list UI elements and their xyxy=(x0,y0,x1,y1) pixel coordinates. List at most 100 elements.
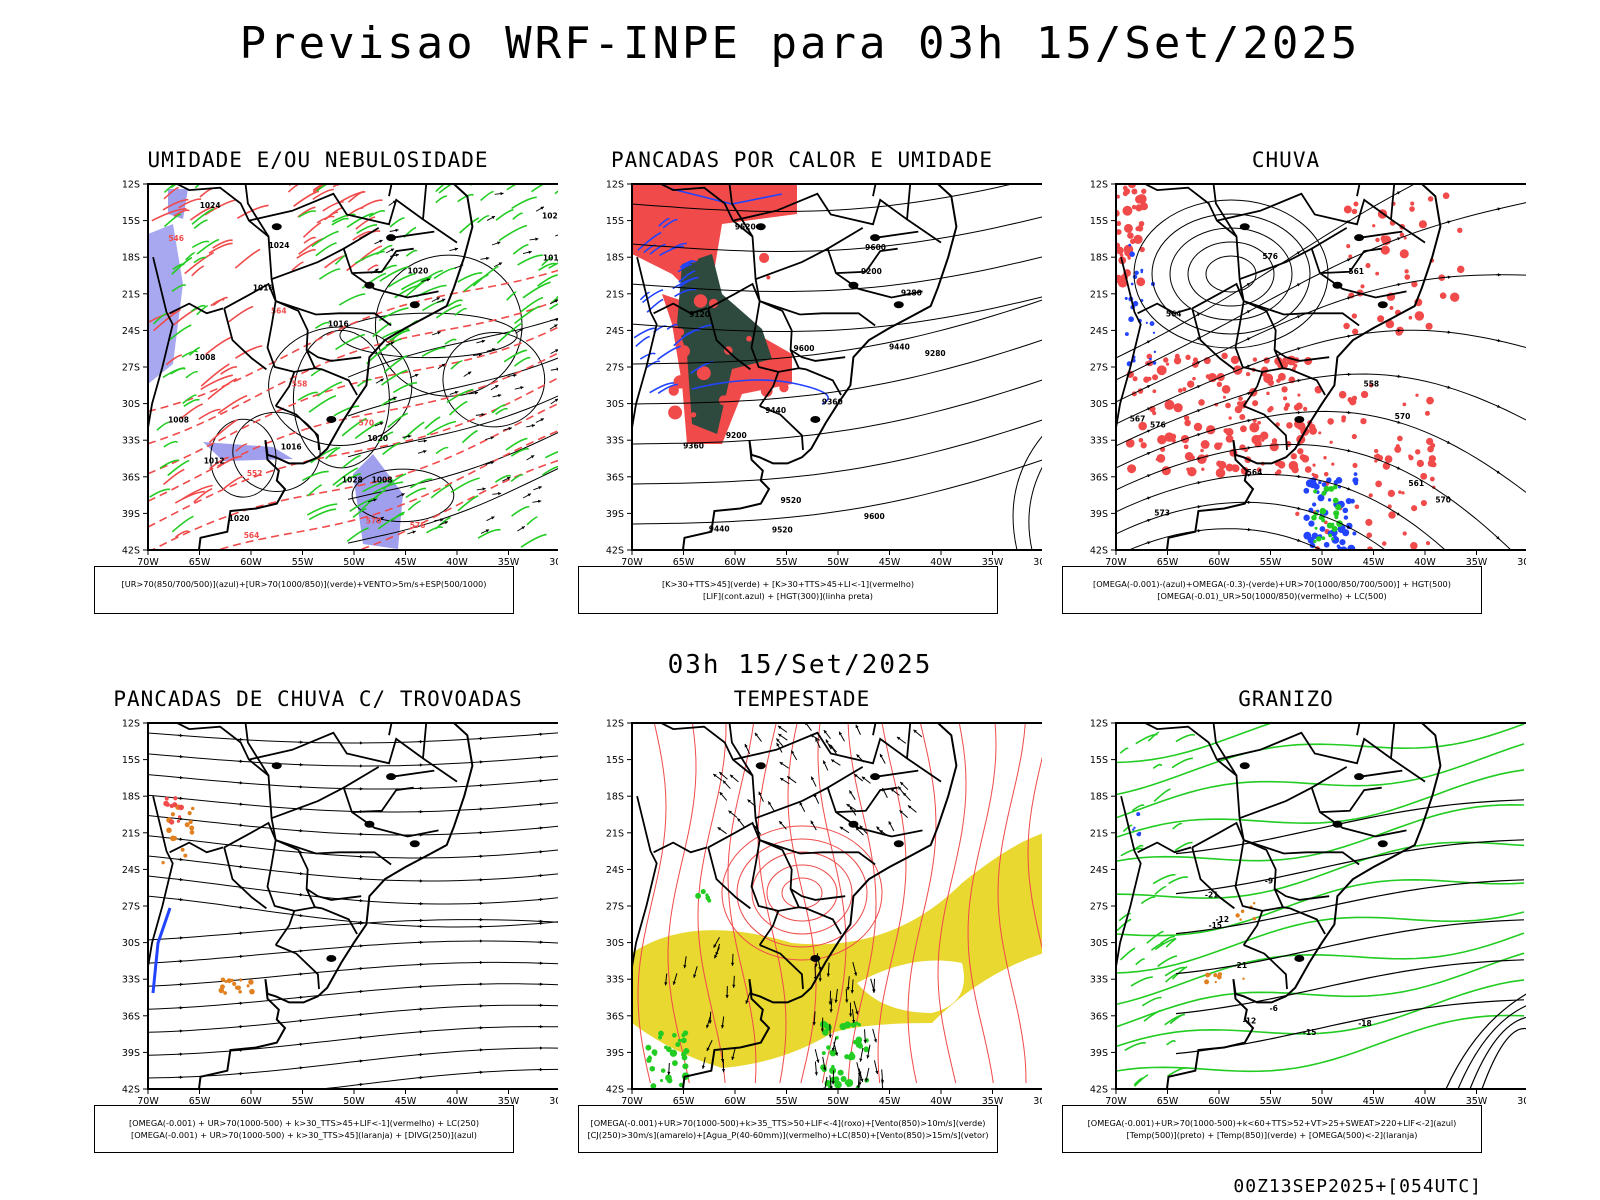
y-tick-label: 33S xyxy=(122,975,140,986)
rain-area xyxy=(1411,505,1418,512)
instability-speckle xyxy=(693,294,708,308)
rain-area xyxy=(1163,357,1169,363)
stream-arrow-head xyxy=(299,829,303,833)
rain-area xyxy=(1239,414,1246,421)
thickness-contour xyxy=(178,198,202,209)
x-tick-label: 65W xyxy=(673,557,695,568)
thickness-contour xyxy=(303,236,317,244)
y-tick-label: 15S xyxy=(606,755,624,766)
contour-label: 9440 xyxy=(889,343,910,352)
stream-arrow-head xyxy=(1297,315,1301,319)
rain-area xyxy=(1426,399,1433,405)
y-tick-label: 15S xyxy=(122,755,140,766)
wind-vector-head xyxy=(527,493,532,497)
humidity-contour xyxy=(457,494,479,512)
border-line xyxy=(728,184,754,237)
humidity-contour xyxy=(168,324,192,341)
stream-arrow-head xyxy=(419,962,423,967)
humidity-contour xyxy=(362,479,394,493)
humidity-contour xyxy=(435,184,446,193)
contour-label: 570 xyxy=(366,516,382,525)
humidity-contour xyxy=(307,484,323,497)
thickness-contour xyxy=(234,345,263,359)
hail-area xyxy=(1133,826,1136,829)
rain-area xyxy=(1225,435,1234,443)
stream-arrow-head xyxy=(1497,273,1501,277)
wind-vector-head xyxy=(779,821,783,825)
temp-850-contour xyxy=(1164,966,1186,977)
rain-area xyxy=(1164,399,1175,410)
stream-arrow-head xyxy=(539,826,543,830)
rain-area xyxy=(1323,456,1327,460)
temp-850-contour xyxy=(1116,743,1525,819)
contour-label: -15 xyxy=(1303,1028,1317,1037)
stream-arrow-head xyxy=(1247,364,1251,368)
border-line xyxy=(798,367,842,396)
streamline xyxy=(1116,473,1446,550)
height-contour xyxy=(632,379,1042,445)
omega-area xyxy=(1313,539,1317,543)
wind-vector-head xyxy=(812,1022,816,1026)
omega-area xyxy=(1213,972,1218,978)
stream-arrow-head xyxy=(1347,258,1351,262)
humidity-contour xyxy=(472,265,499,287)
lake-mark xyxy=(1294,415,1305,423)
x-tick-label: 65W xyxy=(189,557,211,568)
lake-mark xyxy=(810,415,821,423)
wind-vector-head xyxy=(846,804,850,808)
thunderstorm-area xyxy=(189,830,195,835)
stream-arrow-head xyxy=(299,762,303,767)
stream-arrow-head xyxy=(1347,372,1351,377)
x-tick-label: 50W xyxy=(343,557,365,568)
wind-vector-head xyxy=(393,396,397,400)
y-tick-label: 42S xyxy=(606,1085,624,1096)
omega-area xyxy=(1347,544,1356,550)
instability-speckle xyxy=(760,385,773,397)
contour-label: -6 xyxy=(1270,1004,1278,1013)
humidity-contour xyxy=(167,459,190,477)
humidity-contour xyxy=(495,407,509,415)
stream-arrow-head xyxy=(1446,440,1451,444)
wind-vector-head xyxy=(414,373,419,378)
stream-arrow-head xyxy=(299,1066,303,1070)
x-tick-label: 55W xyxy=(1260,557,1282,568)
wind-vector-head xyxy=(538,486,542,490)
omega-area xyxy=(1145,321,1148,324)
streamline xyxy=(1116,274,1526,403)
wind-vector-head xyxy=(721,1069,726,1073)
stream-arrow-head xyxy=(479,807,483,811)
map-tempestade: 12S 15S 18S 21S 24S 27S 30S 33S 36S 39S 42S 70W 65W 6… xyxy=(582,713,1042,1123)
wind-area xyxy=(852,1039,858,1045)
border-line xyxy=(759,944,804,990)
border-line xyxy=(759,405,804,451)
temp-850-contour xyxy=(1118,912,1132,922)
rain-area xyxy=(1263,373,1273,383)
y-tick-label: 30S xyxy=(1090,399,1108,410)
stream-arrow-head xyxy=(539,919,543,923)
wind-vector-head xyxy=(664,982,668,986)
rain-area xyxy=(1372,224,1376,228)
humidity-contour xyxy=(513,305,541,325)
lif-contour xyxy=(646,360,661,368)
rain-area xyxy=(1183,415,1190,421)
instability-speckle xyxy=(766,275,771,280)
humidity-contour xyxy=(541,256,553,266)
border-line xyxy=(707,282,779,373)
humidity-contour xyxy=(394,284,420,299)
rain-area xyxy=(1183,444,1189,450)
temp-850-contour xyxy=(1175,733,1196,743)
rain-area xyxy=(1397,435,1403,442)
y-tick-label: 21S xyxy=(606,828,624,839)
humidity-contour xyxy=(354,420,383,440)
rain-area xyxy=(1139,202,1148,211)
stream-arrow-head xyxy=(1296,251,1301,255)
rain-area xyxy=(1301,455,1310,463)
rain-area xyxy=(1131,188,1138,195)
y-tick-label: 27S xyxy=(122,902,140,913)
x-tick-label: 70W xyxy=(1105,1096,1127,1107)
border-line xyxy=(391,769,435,778)
wind-vector-head xyxy=(855,724,859,729)
contour-label: -21 xyxy=(1205,891,1219,900)
temp-500-contour xyxy=(1175,919,1525,975)
rain-area xyxy=(1252,357,1258,362)
